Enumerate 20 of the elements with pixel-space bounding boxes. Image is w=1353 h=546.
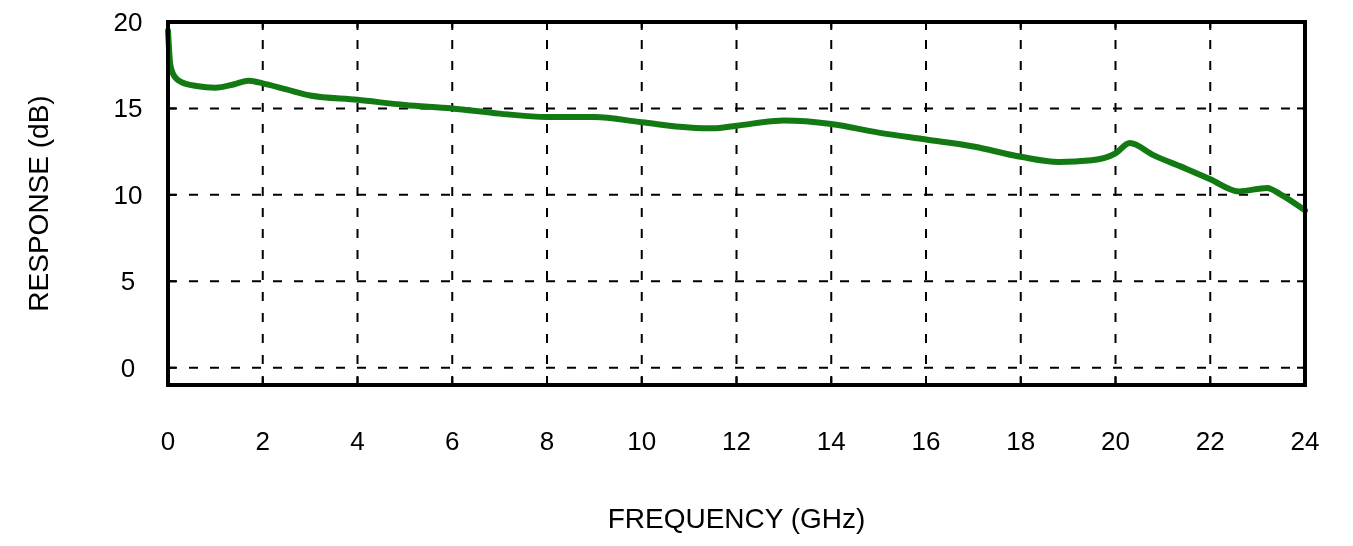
x-tick-label: 10 (627, 426, 657, 456)
y-tick-label: 5 (120, 266, 136, 297)
x-tick-label: 0 (160, 426, 176, 456)
x-tick-label: 24 (1290, 426, 1320, 456)
x-tick-label: 14 (816, 426, 846, 456)
x-tick-label: 20 (1101, 426, 1130, 456)
x-tick-label: 6 (445, 426, 460, 456)
y-tick-label: 0 (120, 352, 136, 383)
x-tick-label: 12 (722, 426, 751, 456)
x-tick-label: 22 (1195, 426, 1225, 456)
x-tick-label: 8 (539, 426, 555, 456)
x-tick-label: 18 (1006, 426, 1036, 456)
y-axis-title: RESPONSE (dB) (23, 95, 54, 312)
x-axis-title: FREQUENCY (GHz) (607, 503, 866, 534)
y-tick-label: 15 (113, 93, 143, 124)
y-tick-label: 20 (113, 7, 143, 37)
x-tick-label: 4 (350, 426, 365, 456)
x-tick-label: 16 (911, 426, 941, 456)
y-tick-label: 10 (113, 179, 143, 210)
x-tick-label: 2 (255, 426, 270, 456)
